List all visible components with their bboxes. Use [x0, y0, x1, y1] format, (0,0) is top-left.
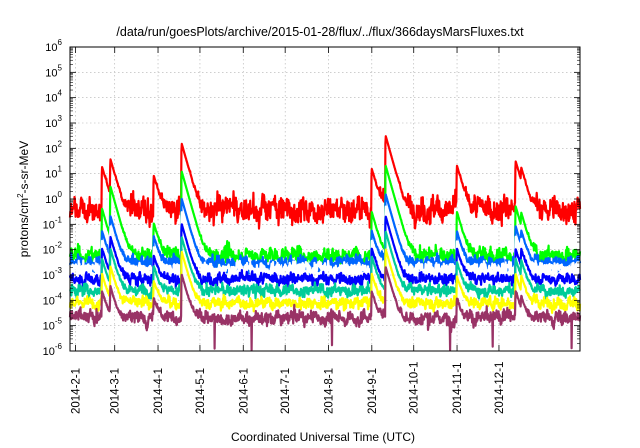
y-tick-label: 10-5	[43, 317, 63, 333]
y-tick-label: 10-1	[43, 215, 63, 231]
y-tick-label: 105	[45, 63, 62, 79]
y-tick-label: 104	[45, 89, 62, 105]
series-line-yellow	[68, 248, 582, 314]
x-tick-label: 2014-11-1	[452, 362, 464, 414]
series-line-maroon	[68, 266, 582, 352]
y-tick-label: 10-2	[43, 241, 63, 257]
x-axis-label: Coordinated Universal Time (UTC)	[231, 430, 415, 444]
y-tick-label: 10-6	[43, 342, 63, 358]
x-tick-label: 2014-2-1	[71, 368, 83, 414]
chart-title: /data/run/goesPlots/archive/2015-01-28/f…	[116, 25, 524, 39]
y-axis-label: protons/cm2-s-sr-MeV	[16, 141, 31, 257]
series-line-white	[68, 205, 582, 281]
series-group	[68, 135, 582, 352]
y-tick-label: 106	[45, 38, 62, 54]
x-tick-label: 2014-7-1	[280, 368, 292, 414]
y-tick-label: 10-3	[43, 266, 63, 282]
x-axis-ticks: 2014-2-1 2014-3-1 2014-4-1 2014-5-1 2014-6-1…	[71, 47, 506, 414]
series-line-blue	[68, 215, 582, 290]
x-tick-label: 2014-9-1	[367, 368, 379, 414]
x-tick-label: 2014-8-1	[323, 368, 335, 414]
x-tick-label: 2014-10-1	[409, 362, 421, 414]
y-tick-label: 101	[45, 165, 62, 181]
y-tick-label: 10-4	[43, 291, 63, 307]
y-axis-ticks: 10-6 10-5 10-4 10-3 10-2 10-1 100 101 102 103 104 1…	[43, 38, 580, 358]
series-line-red	[68, 135, 582, 230]
y-tick-label: 102	[45, 139, 62, 155]
x-tick-label: 2014-5-1	[195, 368, 207, 414]
x-tick-label: 2014-6-1	[238, 368, 250, 414]
y-tick-label: 100	[45, 190, 62, 206]
x-tick-label: 2014-4-1	[153, 368, 165, 414]
y-tick-label: 103	[45, 114, 62, 130]
x-tick-label: 2014-12-1	[494, 362, 506, 414]
x-tick-label: 2014-3-1	[110, 368, 122, 414]
